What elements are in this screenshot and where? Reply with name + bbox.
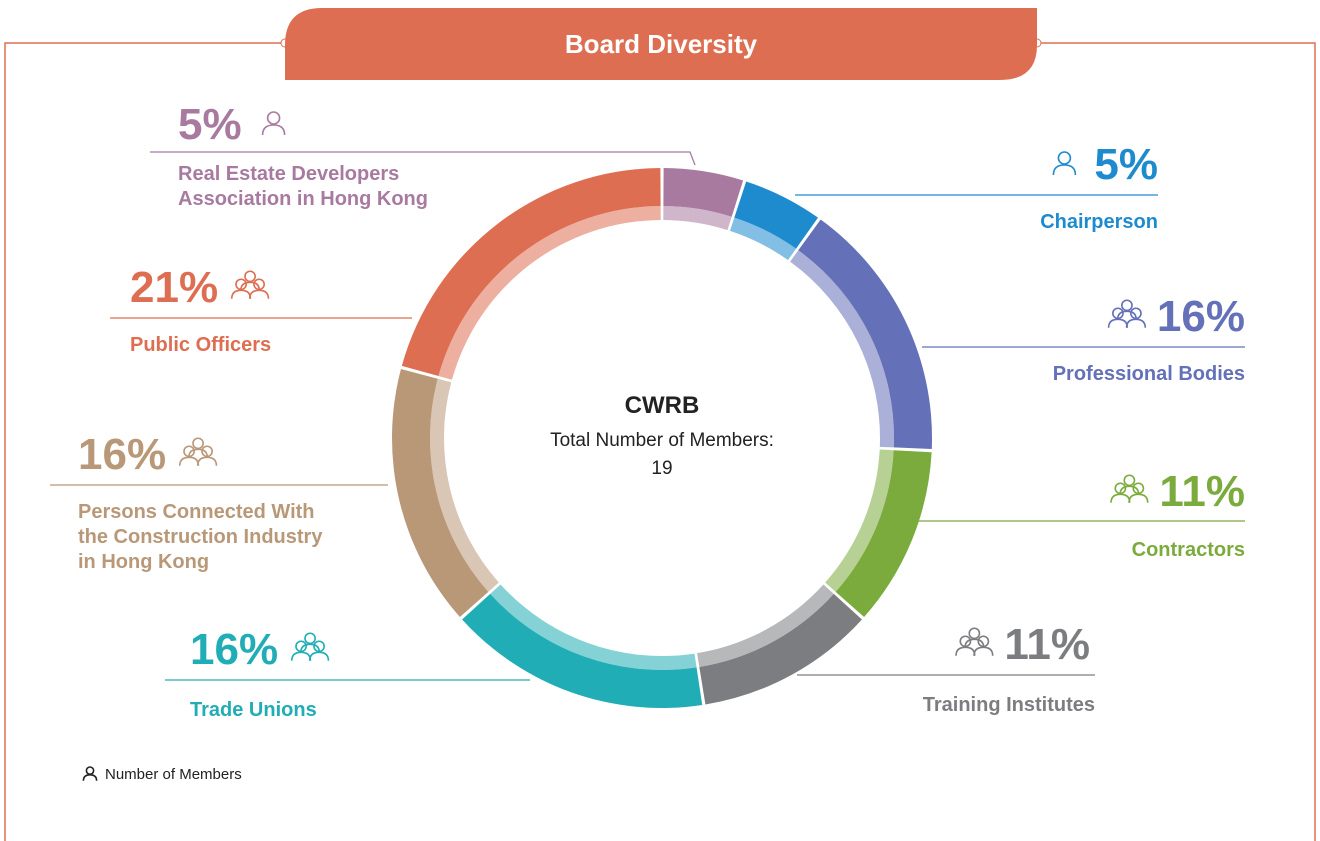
legend-note: Number of Members bbox=[105, 766, 242, 783]
leader-line bbox=[150, 151, 696, 166]
icon bbox=[266, 111, 281, 125]
donut-segment bbox=[391, 369, 489, 618]
value-label: 5% bbox=[178, 100, 242, 149]
icon bbox=[192, 437, 204, 450]
category-label: Persons Connected With the Construction … bbox=[78, 501, 323, 573]
value-label: 16% bbox=[190, 625, 279, 674]
category-label: Professional Bodies bbox=[1052, 363, 1245, 385]
donut-segment bbox=[699, 593, 862, 705]
value-label: 16% bbox=[1156, 292, 1245, 341]
category-label: Contractors bbox=[1131, 539, 1245, 561]
donut-segment-inner bbox=[697, 584, 834, 667]
value-label: 21% bbox=[130, 263, 219, 312]
icon bbox=[248, 289, 270, 299]
icon bbox=[230, 289, 252, 299]
frame bbox=[4, 42, 1316, 841]
icon bbox=[1057, 151, 1072, 165]
icon bbox=[1107, 318, 1129, 328]
icon bbox=[85, 766, 95, 775]
icon bbox=[82, 773, 98, 781]
icon bbox=[1119, 485, 1140, 495]
category-label: Chairperson bbox=[1040, 211, 1158, 233]
category-label: Trade Unions bbox=[190, 699, 317, 721]
center-title: CWRB bbox=[624, 392, 700, 419]
value-label: 11% bbox=[1004, 620, 1090, 669]
icon bbox=[1052, 164, 1077, 176]
icon bbox=[973, 646, 994, 656]
value-label: 5% bbox=[1094, 140, 1158, 189]
donut-segment bbox=[462, 593, 703, 708]
donut-segment bbox=[734, 181, 819, 249]
icon bbox=[964, 638, 985, 648]
category-label: Real Estate Developers Association in Ho… bbox=[178, 163, 428, 210]
icon bbox=[308, 651, 330, 661]
icon bbox=[968, 627, 981, 640]
value-label: 16% bbox=[78, 430, 167, 479]
icon bbox=[304, 632, 316, 645]
category-label: Public Officers bbox=[130, 334, 272, 356]
icon bbox=[239, 281, 261, 291]
donut-segment-inner bbox=[825, 449, 894, 592]
donut-segment-inner bbox=[429, 378, 499, 592]
icon bbox=[1125, 318, 1147, 328]
value-label: 11% bbox=[1159, 467, 1245, 516]
icon bbox=[1116, 310, 1138, 320]
donut-segment-inner bbox=[490, 584, 697, 670]
donut-segment bbox=[798, 219, 932, 449]
icon bbox=[1123, 474, 1136, 487]
icon bbox=[1128, 493, 1149, 503]
donut-segment bbox=[401, 168, 661, 377]
donut-segment-inner bbox=[729, 217, 797, 261]
donut-segment bbox=[835, 450, 932, 618]
center-label: Total Number of Members: bbox=[550, 430, 774, 451]
donut-segment bbox=[663, 168, 744, 217]
icon bbox=[955, 646, 976, 656]
title-tab bbox=[285, 8, 1037, 80]
category-label: Training Institutes bbox=[922, 694, 1095, 716]
icon bbox=[261, 124, 286, 136]
donut-segment-inner bbox=[438, 206, 661, 380]
icon bbox=[178, 456, 200, 466]
icon bbox=[196, 456, 218, 466]
chart-title: Board Diversity bbox=[565, 29, 758, 59]
center-value: 19 bbox=[651, 458, 673, 479]
icon bbox=[244, 270, 256, 283]
icon bbox=[1110, 493, 1131, 503]
icon bbox=[290, 651, 312, 661]
donut-segment-inner bbox=[790, 250, 894, 448]
icon bbox=[1121, 299, 1133, 312]
donut-segment-inner bbox=[663, 206, 732, 231]
icon bbox=[299, 643, 321, 653]
icon bbox=[187, 448, 209, 458]
